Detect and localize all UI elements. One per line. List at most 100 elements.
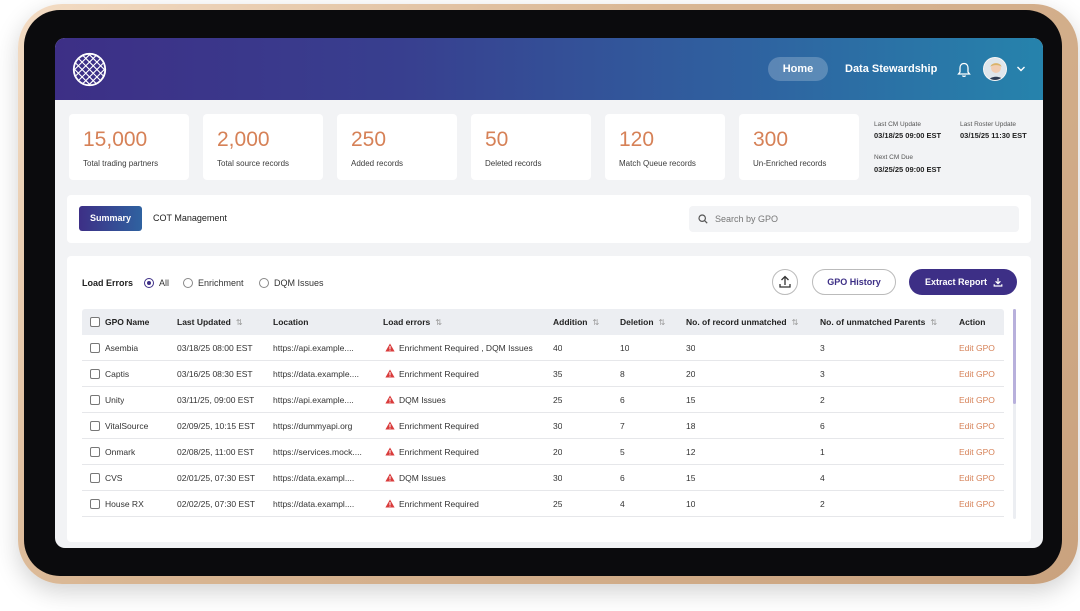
stat-card-added-records: 250 Added records — [337, 114, 457, 180]
cell-unmatched-parents: 3 — [820, 369, 825, 379]
upload-button[interactable] — [772, 269, 798, 295]
globe-logo-icon[interactable] — [71, 51, 108, 88]
cell-location: https://dummyapi.org — [273, 421, 353, 431]
warning-icon — [385, 369, 395, 378]
radio-dot — [144, 278, 154, 288]
col-gpo-name[interactable]: GPO Name — [105, 317, 150, 327]
nav-home[interactable]: Home — [768, 57, 828, 81]
edit-gpo-link[interactable]: Edit GPO — [959, 369, 995, 379]
stat-value: 250 — [351, 128, 387, 151]
cell-deletion: 7 — [620, 421, 625, 431]
filter-radio-dqm-issues[interactable]: DQM Issues — [259, 278, 324, 288]
table-row: House RX 02/02/25, 07:30 EST https://dat… — [82, 491, 1004, 517]
stat-value: 50 — [485, 128, 509, 151]
table-scrollbar[interactable] — [1013, 309, 1016, 519]
load-errors-label: Load Errors — [82, 278, 134, 288]
sort-icon[interactable]: ⇅ — [658, 318, 666, 327]
tab-summary[interactable]: Summary — [79, 206, 142, 231]
cell-addition: 30 — [553, 421, 563, 431]
nav-data-stewardship[interactable]: Data Stewardship — [845, 63, 938, 75]
col-unmatched-parents[interactable]: No. of unmatched Parents ⇅ — [820, 309, 937, 335]
row-checkbox[interactable] — [90, 473, 100, 483]
sort-icon[interactable]: ⇅ — [592, 318, 600, 327]
edit-gpo-link[interactable]: Edit GPO — [959, 421, 995, 431]
row-checkbox[interactable] — [90, 395, 100, 405]
cell-record-unmatched: 20 — [686, 369, 696, 379]
col-location[interactable]: Location — [273, 317, 309, 327]
stat-label: Added records — [351, 159, 404, 168]
cell-load-errors: Enrichment Required — [399, 447, 479, 457]
col-addition[interactable]: Addition ⇅ — [553, 309, 599, 335]
table-row: VitalSource 02/09/25, 10:15 EST https://… — [82, 413, 1004, 439]
table-row: Unity 03/11/25, 09:00 EST https://api.ex… — [82, 387, 1004, 413]
avatar[interactable] — [983, 57, 1007, 81]
bell-icon[interactable] — [957, 62, 971, 78]
last-roster-update-label: Last Roster Update — [960, 121, 1017, 128]
cell-gpo-name: Asembia — [105, 343, 139, 353]
stat-card-source-records: 2,000 Total source records — [203, 114, 323, 180]
cell-unmatched-parents: 4 — [820, 473, 825, 483]
cell-addition: 20 — [553, 447, 563, 457]
table-header: GPO Name Last Updated ⇅ Location Load err… — [82, 309, 1004, 335]
row-checkbox[interactable] — [90, 499, 100, 509]
stat-card-match-queue: 120 Match Queue records — [605, 114, 725, 180]
gpo-table-panel: Load Errors All Enrichment DQM Issues GP… — [67, 256, 1031, 542]
edit-gpo-link[interactable]: Edit GPO — [959, 395, 995, 405]
edit-gpo-link[interactable]: Edit GPO — [959, 343, 995, 353]
cell-last-updated: 03/18/25 08:00 EST — [177, 343, 253, 353]
sort-icon[interactable]: ⇅ — [930, 318, 938, 327]
tab-cot-management[interactable]: COT Management — [153, 213, 227, 223]
filter-radio-all[interactable]: All — [144, 278, 169, 288]
cell-unmatched-parents: 6 — [820, 421, 825, 431]
col-record-unmatched[interactable]: No. of record unmatched ⇅ — [686, 309, 798, 335]
row-checkbox[interactable] — [90, 369, 100, 379]
filter-radio-enrichment[interactable]: Enrichment — [183, 278, 244, 288]
stat-label: Total source records — [217, 159, 290, 168]
edit-gpo-link[interactable]: Edit GPO — [959, 499, 995, 509]
search-input[interactable] — [715, 206, 1005, 232]
gpo-history-button[interactable]: GPO History — [812, 269, 896, 295]
col-load-errors[interactable]: Load errors ⇅ — [383, 309, 442, 335]
stat-label: Match Queue records — [619, 159, 696, 168]
cell-last-updated: 02/08/25, 11:00 EST — [177, 447, 255, 457]
cell-last-updated: 02/02/25, 07:30 EST — [177, 499, 255, 509]
scrollbar-thumb[interactable] — [1013, 309, 1016, 404]
edit-gpo-link[interactable]: Edit GPO — [959, 447, 995, 457]
cell-location: https://api.example.... — [273, 395, 354, 405]
edit-gpo-link[interactable]: Edit GPO — [959, 473, 995, 483]
row-checkbox[interactable] — [90, 343, 100, 353]
cell-load-errors: Enrichment Required , DQM Issues — [399, 343, 533, 353]
cell-gpo-name: CVS — [105, 473, 123, 483]
last-cm-update-label: Last CM Update — [874, 121, 921, 128]
upload-icon — [779, 275, 791, 288]
cell-last-updated: 03/11/25, 09:00 EST — [177, 395, 255, 405]
stat-card-deleted-records: 50 Deleted records — [471, 114, 591, 180]
cell-addition: 40 — [553, 343, 563, 353]
sort-icon[interactable]: ⇅ — [435, 318, 442, 327]
cell-addition: 25 — [553, 499, 563, 509]
stat-label: Un-Enriched records — [753, 159, 827, 168]
tabs-panel: Summary COT Management — [67, 195, 1031, 243]
cell-deletion: 8 — [620, 369, 625, 379]
col-deletion[interactable]: Deletion ⇅ — [620, 309, 665, 335]
download-icon — [993, 278, 1003, 287]
cell-gpo-name: Unity — [105, 395, 125, 405]
radio-dot — [183, 278, 193, 288]
radio-dot — [259, 278, 269, 288]
warning-icon — [385, 473, 395, 482]
stat-card-trading-partners: 15,000 Total trading partners — [69, 114, 189, 180]
cell-gpo-name: Onmark — [105, 447, 136, 457]
app-screen: Home Data Stewardship 15,000 Total tradi… — [55, 38, 1043, 548]
row-checkbox[interactable] — [90, 447, 100, 457]
extract-report-button[interactable]: Extract Report — [909, 269, 1017, 295]
sort-icon[interactable]: ⇅ — [791, 318, 799, 327]
filter-radio-label: Enrichment — [198, 278, 244, 288]
row-checkbox[interactable] — [90, 421, 100, 431]
cell-deletion: 4 — [620, 499, 625, 509]
chevron-down-icon[interactable] — [1016, 64, 1026, 74]
select-all-checkbox[interactable] — [90, 317, 100, 327]
col-last-updated[interactable]: Last Updated ⇅ — [177, 309, 243, 335]
cell-load-errors: DQM Issues — [399, 395, 446, 405]
sort-icon[interactable]: ⇅ — [235, 318, 243, 327]
filter-radio-label: DQM Issues — [274, 278, 324, 288]
